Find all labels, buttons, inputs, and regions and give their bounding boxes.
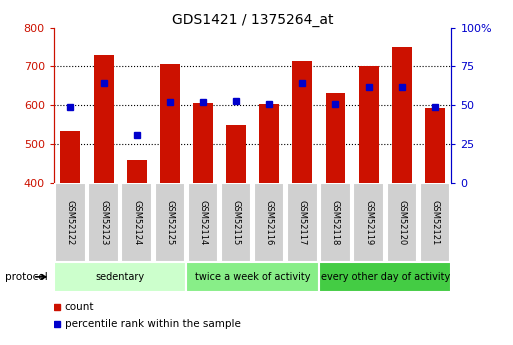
Bar xyxy=(287,183,318,262)
Bar xyxy=(392,47,411,183)
Text: GSM52120: GSM52120 xyxy=(397,200,406,245)
Bar xyxy=(226,125,246,183)
Bar xyxy=(160,64,180,183)
Bar xyxy=(292,61,312,183)
Bar xyxy=(359,66,379,183)
Bar xyxy=(193,102,213,183)
Text: GSM52117: GSM52117 xyxy=(298,200,307,245)
Bar xyxy=(420,183,450,262)
Text: GSM52123: GSM52123 xyxy=(99,200,108,245)
Text: GSM52125: GSM52125 xyxy=(165,200,174,245)
Bar xyxy=(188,183,218,262)
Bar xyxy=(319,262,451,292)
Text: GSM52118: GSM52118 xyxy=(331,200,340,245)
Text: GSM52121: GSM52121 xyxy=(430,200,439,245)
Text: twice a week of activity: twice a week of activity xyxy=(195,272,310,282)
Text: GSM52116: GSM52116 xyxy=(265,200,274,245)
Bar xyxy=(386,183,417,262)
Text: protocol: protocol xyxy=(5,272,48,282)
Bar xyxy=(425,108,445,183)
Text: count: count xyxy=(65,302,94,312)
Text: percentile rank within the sample: percentile rank within the sample xyxy=(65,319,241,329)
Bar xyxy=(259,104,279,183)
Bar xyxy=(54,262,186,292)
Title: GDS1421 / 1375264_at: GDS1421 / 1375264_at xyxy=(172,12,333,27)
Text: GSM52114: GSM52114 xyxy=(199,200,207,245)
Bar xyxy=(320,183,351,262)
Bar xyxy=(326,93,345,183)
Bar xyxy=(353,183,384,262)
Bar xyxy=(127,159,147,183)
Bar xyxy=(61,131,81,183)
Bar xyxy=(254,183,284,262)
Text: GSM52119: GSM52119 xyxy=(364,200,373,245)
Text: sedentary: sedentary xyxy=(95,272,145,282)
Bar xyxy=(221,183,251,262)
Bar xyxy=(93,55,113,183)
Bar xyxy=(55,183,86,262)
Bar xyxy=(88,183,119,262)
Bar xyxy=(186,262,319,292)
Text: every other day of activity: every other day of activity xyxy=(321,272,450,282)
Bar xyxy=(154,183,185,262)
Text: GSM52124: GSM52124 xyxy=(132,200,141,245)
Text: GSM52122: GSM52122 xyxy=(66,200,75,245)
Text: GSM52115: GSM52115 xyxy=(231,200,241,245)
Bar xyxy=(122,183,152,262)
